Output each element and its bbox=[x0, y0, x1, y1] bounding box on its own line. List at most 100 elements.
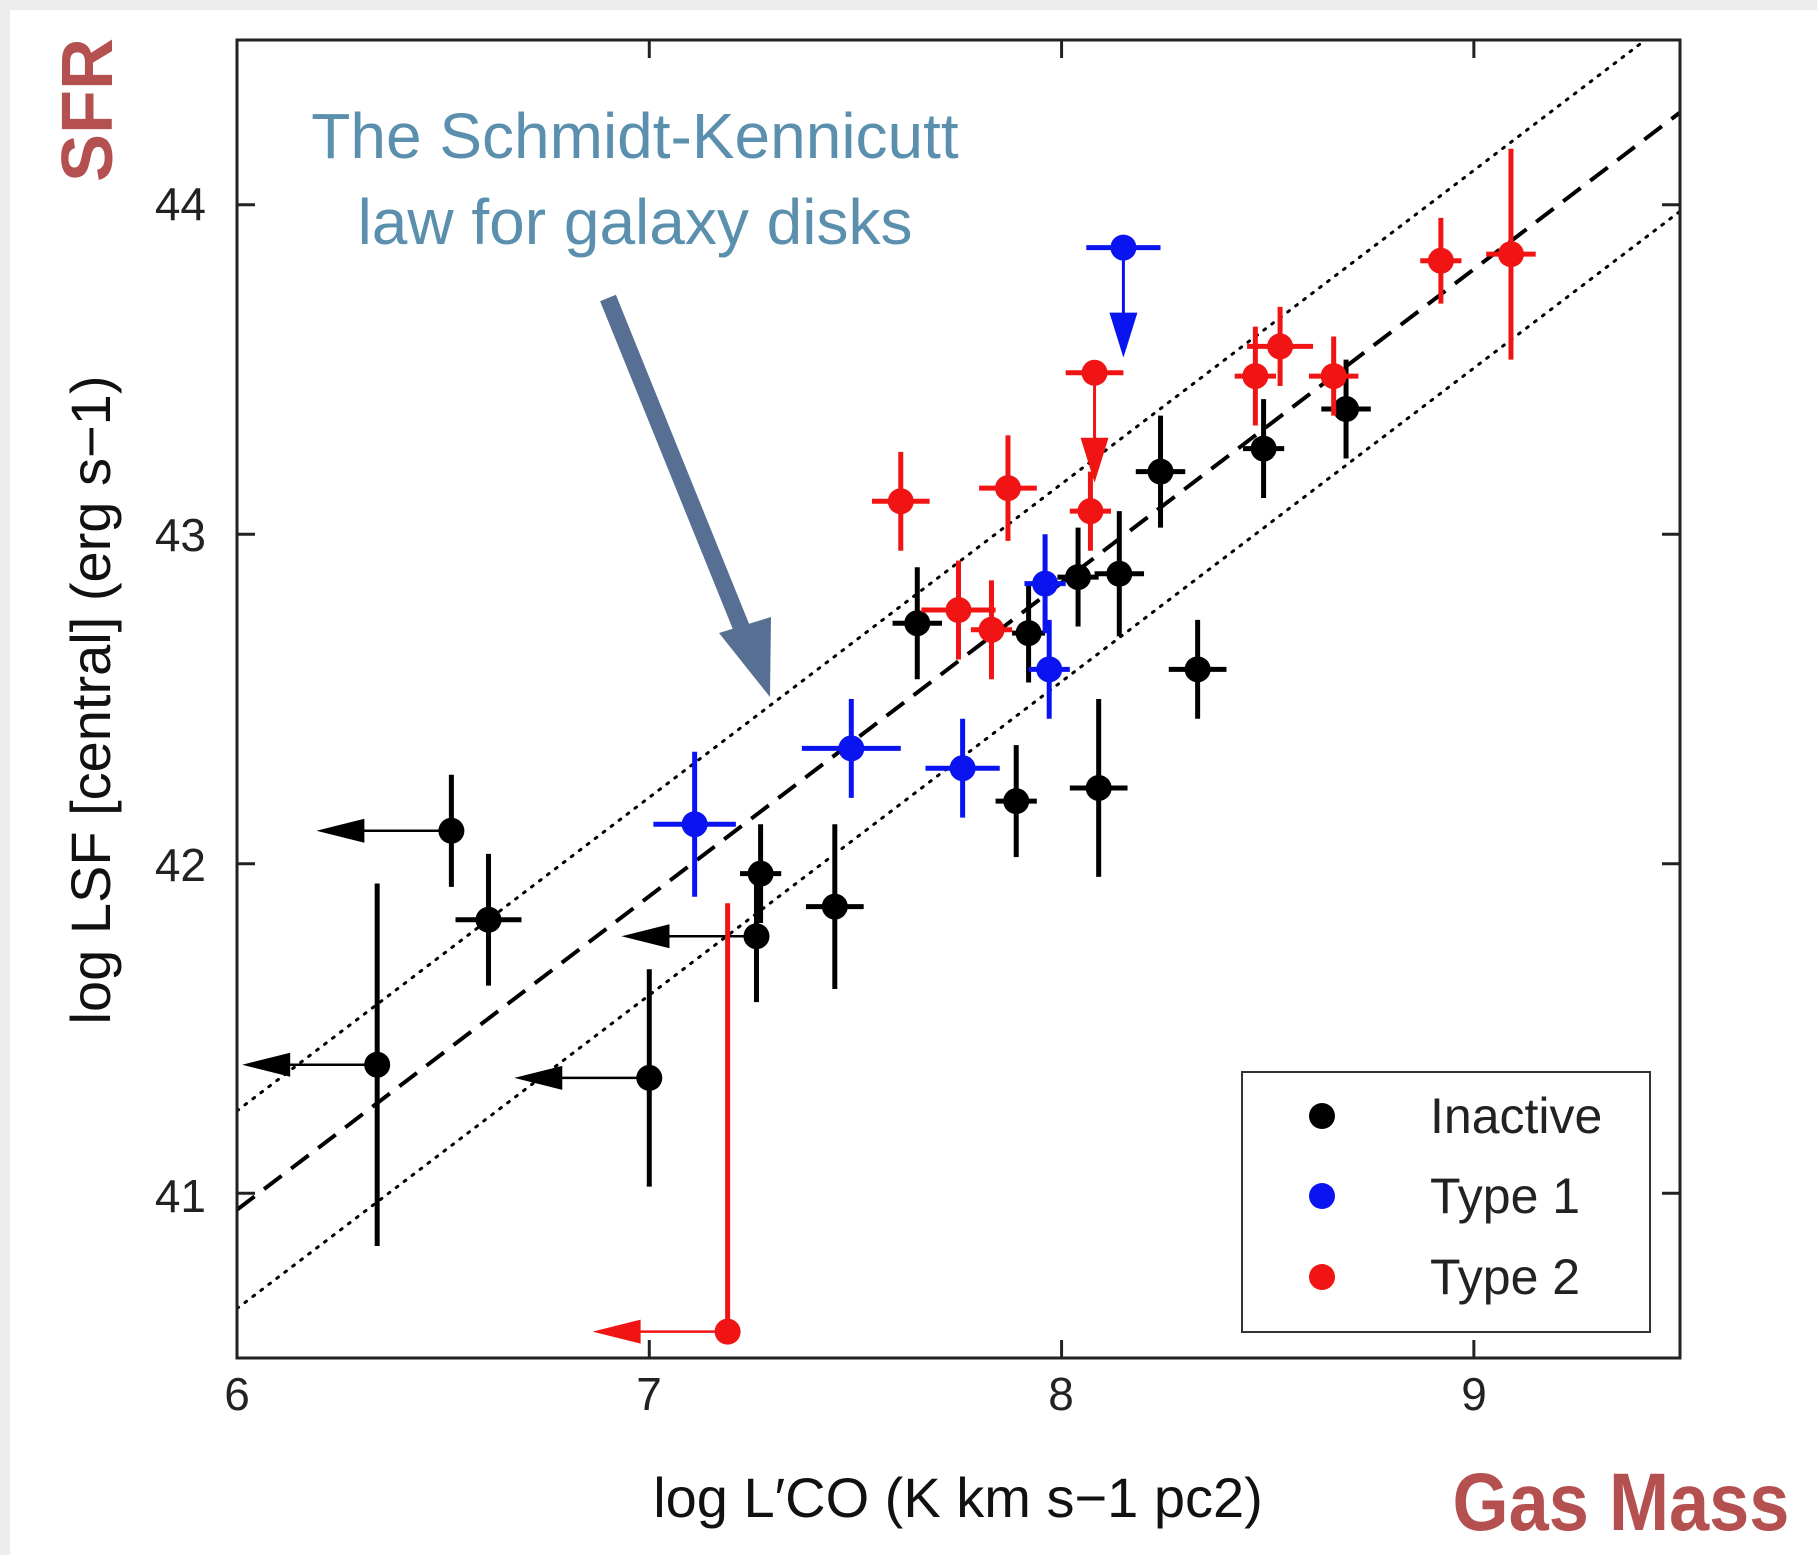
marker bbox=[1320, 363, 1347, 390]
data-point-type-2 bbox=[1308, 336, 1359, 416]
marker bbox=[1267, 333, 1294, 360]
plot-frame bbox=[235, 38, 1682, 1360]
data-point-type-2 bbox=[871, 451, 930, 551]
annotation-line-1: The Schmidt-Kennicutt bbox=[311, 100, 959, 172]
marker bbox=[1036, 656, 1063, 683]
x-tick-label: 6 bbox=[224, 1368, 250, 1420]
data-point-type-2 bbox=[1486, 148, 1536, 360]
marker bbox=[1065, 564, 1092, 591]
y-limit-arrow-head bbox=[1109, 312, 1138, 358]
data-point-type-1 bbox=[1086, 234, 1161, 358]
data-point-inactive bbox=[1321, 359, 1371, 459]
data-point-type-2 bbox=[592, 903, 741, 1345]
legend-marker-inactive bbox=[1309, 1103, 1335, 1129]
data-point-type-1 bbox=[801, 699, 901, 798]
data-point-inactive bbox=[1242, 399, 1285, 499]
marker bbox=[1032, 570, 1059, 597]
axis-ticks bbox=[235, 40, 1680, 1358]
marker bbox=[1081, 359, 1108, 386]
marker bbox=[1147, 458, 1174, 485]
x-axis-title: log L′CO (K km s−1 pc2) bbox=[653, 1466, 1263, 1529]
x-tick-label: 7 bbox=[636, 1368, 662, 1420]
data-point-inactive bbox=[1168, 619, 1227, 719]
fit-line-dotted bbox=[237, 40, 1648, 1113]
data-point-inactive bbox=[892, 567, 943, 680]
data-point-type-1 bbox=[1028, 619, 1070, 719]
marker bbox=[838, 735, 865, 762]
data-point-inactive bbox=[1094, 511, 1145, 637]
marker bbox=[887, 488, 914, 515]
marker bbox=[636, 1064, 663, 1091]
legend-label-type1: Type 1 bbox=[1430, 1168, 1580, 1224]
data-point-inactive bbox=[242, 883, 391, 1246]
y-tick-label: 42 bbox=[155, 839, 206, 891]
x-limit-arrow-head bbox=[592, 1319, 641, 1344]
marker bbox=[714, 1318, 741, 1345]
legend-label-type2: Type 2 bbox=[1430, 1249, 1580, 1305]
data-point-type-2 bbox=[979, 435, 1037, 541]
data-point-type-2 bbox=[970, 580, 1013, 680]
marker bbox=[438, 817, 465, 844]
y-tick-label: 44 bbox=[155, 178, 206, 230]
data-point-inactive bbox=[739, 824, 782, 924]
marker bbox=[978, 616, 1005, 643]
sfr-tag: SFR bbox=[48, 38, 128, 182]
x-tick-label: 8 bbox=[1048, 1368, 1074, 1420]
fit-line-dashed bbox=[237, 110, 1680, 1212]
marker bbox=[1497, 241, 1524, 268]
marker bbox=[1003, 788, 1030, 815]
y-tick-label: 41 bbox=[155, 1170, 206, 1222]
y-limit-arrow-head bbox=[1080, 437, 1109, 483]
marker bbox=[743, 923, 770, 950]
data-point-type-2 bbox=[921, 560, 996, 660]
data-point-type-2 bbox=[1069, 471, 1112, 551]
data-point-type-1 bbox=[925, 718, 1000, 818]
x-limit-arrow-head bbox=[242, 1052, 291, 1077]
legend: Inactive Type 1 Type 2 bbox=[1241, 1071, 1651, 1333]
marker bbox=[821, 893, 848, 920]
y-tick-label: 43 bbox=[155, 509, 206, 561]
marker bbox=[945, 597, 972, 624]
marker bbox=[994, 475, 1021, 502]
x-limit-arrow-head bbox=[621, 924, 670, 949]
marker bbox=[681, 811, 708, 838]
marker bbox=[1106, 560, 1133, 587]
data-point-inactive bbox=[1069, 699, 1128, 877]
annotation-line-2: law for galaxy disks bbox=[358, 186, 913, 258]
marker bbox=[747, 860, 774, 887]
legend-marker-type1 bbox=[1309, 1183, 1335, 1209]
marker bbox=[364, 1051, 391, 1078]
marker bbox=[1085, 774, 1112, 801]
data-point-inactive bbox=[995, 745, 1037, 858]
legend-marker-type2 bbox=[1309, 1264, 1335, 1290]
fit-line-dotted bbox=[237, 209, 1680, 1311]
marker bbox=[1427, 247, 1454, 274]
data-point-inactive bbox=[316, 774, 465, 887]
data-point-inactive bbox=[805, 824, 864, 989]
data-point-inactive bbox=[1057, 527, 1099, 627]
legend-label-inactive: Inactive bbox=[1430, 1088, 1602, 1144]
data-points bbox=[242, 148, 1536, 1345]
x-limit-arrow-head bbox=[316, 818, 365, 843]
marker bbox=[1015, 620, 1042, 647]
x-limit-arrow-head bbox=[514, 1065, 563, 1090]
y-axis-title: log LSF [central] (erg s−1) bbox=[59, 376, 122, 1025]
marker bbox=[1250, 435, 1277, 462]
data-point-inactive bbox=[455, 853, 522, 986]
marker bbox=[1077, 498, 1104, 525]
data-point-inactive bbox=[621, 870, 770, 1003]
marker bbox=[1184, 656, 1211, 683]
data-point-type-2 bbox=[1420, 217, 1462, 304]
gas-mass-tag: Gas Mass bbox=[1453, 1457, 1790, 1548]
data-point-type-1 bbox=[653, 751, 736, 897]
data-point-type-2 bbox=[1234, 326, 1276, 426]
marker bbox=[949, 755, 976, 782]
data-point-inactive bbox=[1135, 415, 1186, 528]
data-point-inactive bbox=[1012, 583, 1046, 683]
marker bbox=[904, 610, 931, 637]
data-point-inactive bbox=[514, 969, 663, 1187]
data-point-type-2 bbox=[1065, 359, 1124, 483]
data-point-type-2 bbox=[1247, 306, 1314, 386]
